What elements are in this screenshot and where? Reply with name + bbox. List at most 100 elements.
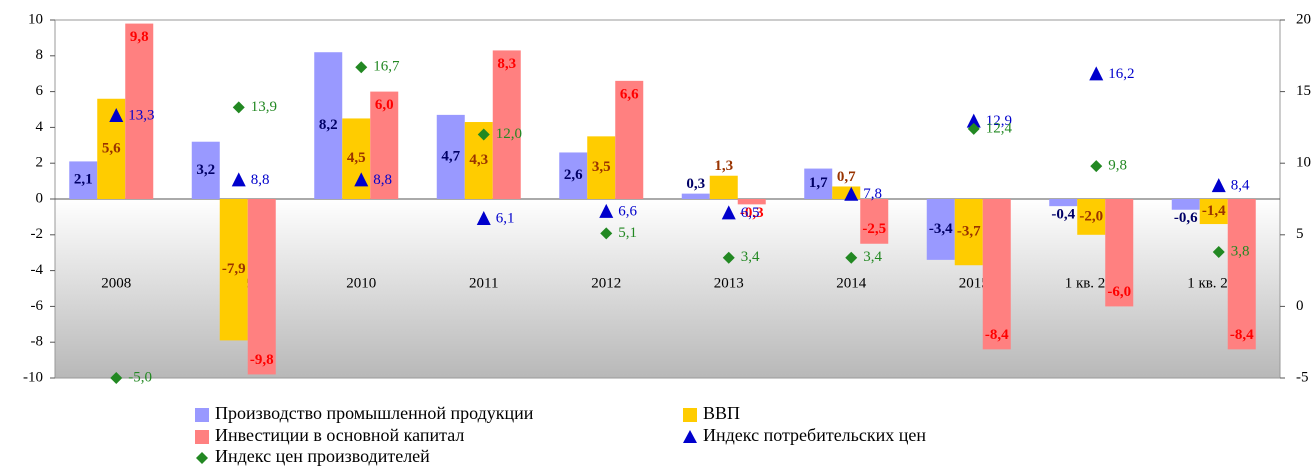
y-tick-label: 10 xyxy=(28,11,43,27)
marker-value-label: 5,1 xyxy=(618,225,637,241)
ppi-marker xyxy=(477,128,490,141)
marker-value-label: 8,8 xyxy=(373,172,392,188)
bar xyxy=(1171,199,1200,210)
bar-value-label: 2,6 xyxy=(564,167,583,183)
marker-value-label: 16,2 xyxy=(1108,66,1134,82)
legend-label: Производство промышленной продукции xyxy=(215,403,534,423)
bar-value-label: -0,4 xyxy=(1051,207,1075,223)
bar-value-label: -6,0 xyxy=(1107,284,1131,300)
y2-tick-label: -5 xyxy=(1296,369,1309,385)
marker-value-label: 12,0 xyxy=(496,126,522,142)
y2-tick-label: 5 xyxy=(1296,226,1304,242)
bar-value-label: -0,6 xyxy=(1174,210,1198,226)
bar-value-label: 1,3 xyxy=(714,158,733,174)
legend-label: Индекс потребительских цен xyxy=(703,425,926,445)
bar xyxy=(709,175,738,199)
x-tick-label: 2014 xyxy=(836,275,867,291)
ppi-marker xyxy=(355,61,368,74)
bar xyxy=(69,161,98,199)
x-tick-label: 2008 xyxy=(101,275,131,291)
bar xyxy=(737,199,766,205)
y-tick-label: 2 xyxy=(36,155,44,171)
bar-value-label: -2,5 xyxy=(862,221,886,237)
bar xyxy=(559,152,588,199)
bar xyxy=(587,136,616,199)
bar xyxy=(1105,199,1134,307)
marker-value-label: 6,6 xyxy=(618,203,637,219)
cpi-marker xyxy=(599,203,614,218)
y2-tick-label: 20 xyxy=(1296,11,1311,27)
legend-label: ВВП xyxy=(703,403,740,423)
marker-value-label: 13,9 xyxy=(251,99,277,115)
bar-value-label: -3,4 xyxy=(929,221,953,237)
bar xyxy=(804,168,833,199)
ppi-marker xyxy=(845,251,858,264)
marker-value-label: 3,4 xyxy=(863,249,882,265)
bar xyxy=(125,23,154,199)
marker-value-label: 9,8 xyxy=(1108,158,1127,174)
y-tick-label: 8 xyxy=(36,47,44,63)
marker-value-label: 8,4 xyxy=(1231,178,1250,194)
cpi-marker xyxy=(844,186,859,201)
marker-value-label: -5,0 xyxy=(128,369,152,385)
ppi-marker xyxy=(600,227,613,240)
bar xyxy=(954,199,983,266)
legend-swatch xyxy=(195,408,209,422)
bar-value-label: -9,8 xyxy=(250,352,274,368)
y-tick-label: -2 xyxy=(31,226,44,242)
bar xyxy=(1199,199,1228,225)
y-tick-label: -6 xyxy=(31,298,44,314)
marker-value-label: 6,1 xyxy=(496,210,515,226)
bar xyxy=(436,114,465,199)
bar xyxy=(615,80,644,199)
y2-tick-label: 0 xyxy=(1296,298,1304,314)
cpi-marker xyxy=(1089,66,1104,81)
ppi-marker xyxy=(1090,160,1103,173)
y-tick-label: 0 xyxy=(36,190,44,206)
bar xyxy=(492,50,521,200)
bar-value-label: -8,4 xyxy=(985,327,1009,343)
bar xyxy=(982,199,1011,350)
marker-value-label: 13,3 xyxy=(128,107,154,123)
ppi-marker xyxy=(967,122,980,135)
marker-value-label: 6,5 xyxy=(741,205,760,221)
bar xyxy=(1049,199,1078,207)
bar-value-label: 5,6 xyxy=(102,140,121,156)
bar-value-label: 0,7 xyxy=(837,169,856,185)
x-tick-label: 2011 xyxy=(469,275,498,291)
bar xyxy=(1077,199,1106,235)
x-tick-label: 2013 xyxy=(714,275,744,291)
legend-swatch xyxy=(196,452,208,464)
legend-label: Инвестиции в основной капитал xyxy=(215,425,464,445)
bar-value-label: 9,8 xyxy=(130,29,149,45)
bar xyxy=(191,141,220,199)
y-tick-label: -8 xyxy=(31,334,44,350)
bar-value-label: -7,9 xyxy=(222,261,246,277)
bar xyxy=(926,199,955,260)
bar-value-label: -0,3 xyxy=(740,205,764,221)
x-tick-label: 2010 xyxy=(346,275,376,291)
bar-value-label: 4,5 xyxy=(347,150,366,166)
bar-value-label: -8,4 xyxy=(1230,327,1254,343)
marker-value-label: 16,7 xyxy=(373,59,400,75)
marker-value-label: 12,9 xyxy=(986,113,1012,129)
bar xyxy=(219,199,248,341)
y-tick-label: 6 xyxy=(36,83,44,99)
y-tick-label: -10 xyxy=(23,369,43,385)
legend-swatch xyxy=(195,430,209,444)
cpi-marker xyxy=(109,107,124,122)
bar-value-label: 0,3 xyxy=(686,176,705,192)
bar-value-label: 4,3 xyxy=(469,152,488,168)
bar-value-label: 8,3 xyxy=(497,56,516,72)
bar xyxy=(370,91,399,199)
marker-value-label: 8,8 xyxy=(251,172,270,188)
y-tick-label: -4 xyxy=(31,262,44,278)
bar xyxy=(314,52,343,199)
marker-value-label: 12,4 xyxy=(986,120,1013,136)
cpi-marker xyxy=(1211,178,1226,193)
bar-value-label: -2,0 xyxy=(1079,208,1103,224)
cpi-marker xyxy=(476,211,491,226)
marker-value-label: 3,4 xyxy=(741,249,760,265)
y2-tick-label: 10 xyxy=(1296,155,1311,171)
ppi-marker xyxy=(110,372,123,384)
